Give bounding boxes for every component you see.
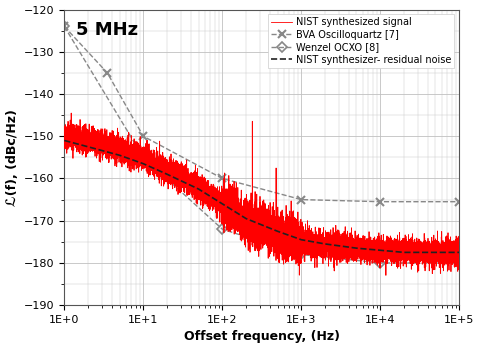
NIST synthesized signal [61,131,67,135]
Text: 5 MHz: 5 MHz [76,21,138,39]
NIST synthesizer- residual noise [401,250,407,254]
NIST synthesized signal [120,149,126,153]
Line: Wenzel OCXO [8]: Wenzel OCXO [8] [61,23,463,266]
NIST synthesized signal [383,273,389,277]
NIST synthesizer- residual noise [322,242,328,246]
NIST synthesizer- residual noise [196,187,202,191]
NIST synthesized signal [164,165,169,170]
Line: NIST synthesized signal: NIST synthesized signal [64,113,459,275]
X-axis label: Offset frequency, (Hz): Offset frequency, (Hz) [184,331,340,343]
NIST synthesized signal [264,221,269,225]
BVA Oscilloquartz [7] [456,200,462,204]
BVA Oscilloquartz [7] [219,176,225,180]
NIST synthesizer- residual noise [141,162,146,166]
BVA Oscilloquartz [7] [299,198,304,202]
NIST synthesizer- residual noise [377,248,383,252]
NIST synthesizer- residual noise [456,250,462,254]
NIST synthesizer- residual noise [275,229,280,233]
NIST synthesizer- residual noise [299,238,304,242]
NIST synthesizer- residual noise [354,246,360,250]
Line: NIST synthesizer- residual noise: NIST synthesizer- residual noise [64,140,459,252]
NIST synthesizer- residual noise [61,138,67,142]
Line: BVA Oscilloquartz [7]: BVA Oscilloquartz [7] [60,22,463,206]
BVA Oscilloquartz [7] [105,71,110,75]
Wenzel OCXO [8] [299,252,304,257]
NIST synthesized signal [82,139,88,143]
NIST synthesized signal [68,111,74,115]
Y-axis label: ℒ(f), (dBc/Hz): ℒ(f), (dBc/Hz) [6,109,19,206]
Wenzel OCXO [8] [219,227,225,231]
Wenzel OCXO [8] [61,24,67,29]
Wenzel OCXO [8] [456,261,462,265]
NIST synthesizer- residual noise [219,202,225,206]
Wenzel OCXO [8] [141,155,146,159]
NIST synthesized signal [301,247,307,251]
NIST synthesized signal [456,256,462,260]
NIST synthesizer- residual noise [85,145,91,149]
NIST synthesized signal [269,222,275,226]
NIST synthesizer- residual noise [164,172,170,176]
NIST synthesizer- residual noise [432,250,438,254]
BVA Oscilloquartz [7] [377,200,383,204]
Wenzel OCXO [8] [377,261,383,265]
BVA Oscilloquartz [7] [141,134,146,138]
NIST synthesizer- residual noise [243,216,249,221]
BVA Oscilloquartz [7] [61,24,67,29]
NIST synthesizer- residual noise [117,153,122,157]
Legend: NIST synthesized signal, BVA Oscilloquartz [7], Wenzel OCXO [8], NIST synthesize: NIST synthesized signal, BVA Oscilloquar… [268,14,455,68]
